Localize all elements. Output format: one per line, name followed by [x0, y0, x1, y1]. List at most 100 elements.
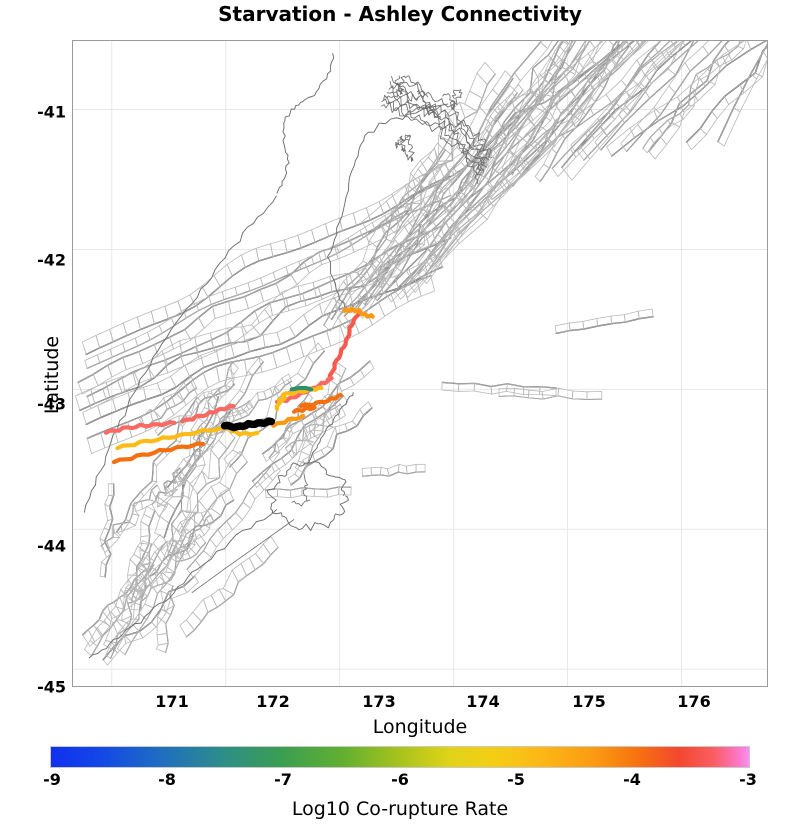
fault-section-polygon [750, 44, 767, 80]
fault-section-polygon [334, 394, 349, 412]
x-tick-label: 176 [677, 692, 711, 711]
fault-section-polygon [648, 136, 668, 160]
connected-fault-trace [103, 420, 177, 435]
fault-section-polygon [754, 49, 767, 78]
fault-section-polygon [365, 225, 387, 246]
fault-section-polygon [121, 372, 141, 393]
fault-section-polygon [221, 286, 238, 301]
fault-section-polygon [248, 481, 265, 500]
fault-section-polygon [365, 301, 386, 326]
fault-section-polygon [405, 463, 417, 475]
colorbar-label: Log10 Co-rupture Rate [291, 798, 509, 820]
coastline-segment [276, 52, 335, 194]
fault-section-polygon [179, 619, 196, 638]
fault-section-polygon [306, 342, 325, 365]
colorbar-tick-label: -5 [507, 770, 525, 789]
fault-section-polygon [303, 303, 324, 327]
coastline-segment [386, 91, 486, 170]
fault-section-polygon [245, 400, 254, 411]
connected-fault-trace [271, 413, 306, 428]
fault-section-polygon [313, 488, 329, 498]
y-axis-ticks: -41 -42 -43 -44 -45 [0, 0, 66, 834]
fault-section-polygon [107, 483, 115, 496]
fault-section-polygon [104, 495, 115, 508]
fault-section-polygon [276, 488, 292, 499]
fault-section-polygon [562, 41, 571, 46]
fault-section-polygon [77, 373, 99, 395]
fault-section-polygon [511, 83, 524, 99]
fault-section-polygon [209, 528, 224, 548]
y-tick-label: -44 [37, 536, 66, 556]
fault-section-polygon [270, 457, 286, 473]
fault-section-polygon [139, 540, 152, 554]
fault-section-polygon [539, 41, 553, 50]
fault-trace [180, 437, 236, 534]
x-tick-label: 171 [155, 692, 189, 711]
fault-section-polygon [733, 73, 758, 113]
fault-section-polygon [254, 543, 272, 565]
coastline-segment [327, 103, 449, 309]
fault-section-polygon [640, 41, 645, 44]
fault-section-polygon [513, 41, 549, 82]
fault-section-polygon [670, 41, 683, 49]
fault-trace [86, 225, 442, 398]
fault-section-polygon [299, 335, 318, 358]
fault-section-polygon [424, 225, 446, 247]
page-title: Starvation - Ashley Connectivity [218, 2, 582, 26]
y-tick-label: -42 [37, 250, 66, 270]
fault-section-polygon [210, 492, 227, 517]
fault-section-polygon [702, 41, 723, 56]
colorbar-tick-label: -8 [158, 770, 176, 789]
fault-section-polygon [338, 486, 352, 496]
fault-section-polygon [182, 575, 199, 594]
colorbar-tick-label: -7 [274, 770, 292, 789]
fault-section-polygon [312, 275, 333, 298]
connected-fault-trace [115, 426, 234, 451]
fault-section-polygon [265, 461, 281, 481]
coastline-segment [88, 509, 278, 659]
fault-section-polygon [228, 450, 248, 474]
connected-fault-traces [103, 306, 375, 465]
fault-section-polygon [326, 324, 346, 347]
fault-section-polygon [558, 41, 574, 53]
fault-section-polygon [653, 41, 677, 56]
fault-section-polygon [234, 282, 251, 296]
fault-section-polygon [240, 557, 256, 577]
fault-section-polygon [251, 308, 274, 337]
fault-trace [648, 41, 730, 153]
connected-fault-trace [327, 313, 360, 382]
fault-section-polygon [166, 496, 184, 511]
connected-fault-trace [274, 395, 288, 412]
fault-section-polygon [235, 501, 252, 521]
fault-section-polygon [192, 598, 209, 623]
fault-section-polygon [264, 291, 287, 322]
fault-section-polygon [377, 293, 397, 317]
fault-section-polygon [351, 408, 365, 427]
x-tick-label: 173 [362, 692, 396, 711]
fault-trace [100, 484, 158, 547]
fault-section-polygon [386, 463, 400, 477]
connected-fault-trace [111, 441, 206, 465]
fault-section-polygon [666, 41, 686, 59]
fault-section-polygon [140, 556, 155, 573]
fault-section-polygon [553, 41, 573, 62]
colorbar [50, 746, 750, 768]
fault-section-polygon [589, 41, 603, 49]
fault-section-polygon [623, 310, 640, 323]
fault-section-polygon [188, 396, 202, 415]
fault-section-polygon [361, 467, 372, 477]
colorbar-gradient [50, 746, 750, 768]
coastline-segment [381, 98, 485, 174]
fault-section-polygon [219, 462, 238, 490]
coastline-segment [302, 473, 309, 502]
fault-section-polygon [205, 514, 215, 526]
fault-section-polygon [166, 538, 178, 554]
y-tick-label: -41 [37, 102, 66, 122]
fault-section-polygon [669, 41, 699, 62]
x-tick-label: 172 [256, 692, 290, 711]
fault-section-polygon [227, 361, 239, 376]
connected-fault-trace [229, 428, 260, 437]
y-tick-label: -43 [37, 394, 66, 414]
map-plot-area [72, 40, 768, 687]
fault-section-polygon [198, 485, 218, 512]
